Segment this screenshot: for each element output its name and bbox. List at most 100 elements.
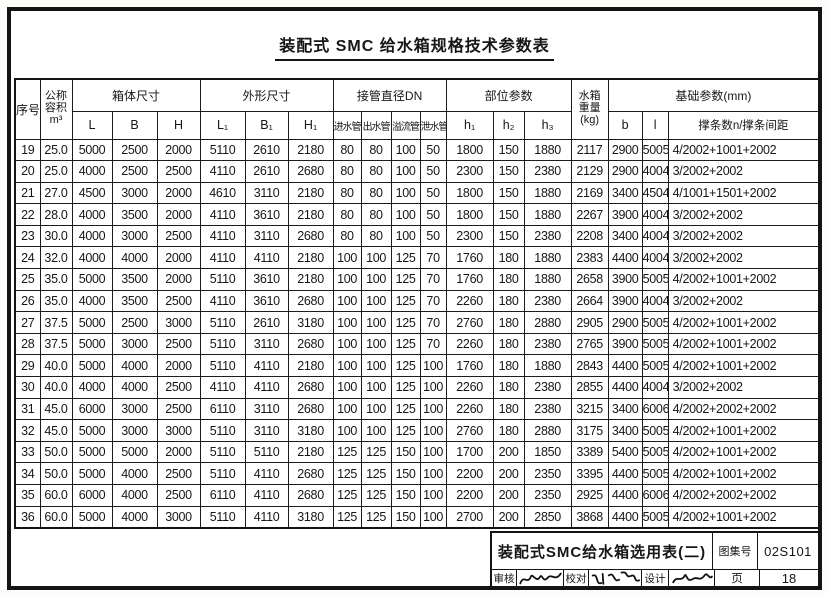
table-cell: 100 — [390, 138, 421, 162]
table-cell: 4/2002+1001+2002 — [667, 419, 820, 442]
table-cell: 50 — [419, 224, 447, 248]
table-cell: 2117 — [570, 138, 609, 162]
table-cell: 2680 — [287, 160, 334, 183]
header-brace-count: 撑条数n/撑条间距 — [667, 110, 820, 140]
table-cell: 25.0 — [39, 160, 73, 183]
table-cell: 1850 — [523, 440, 572, 464]
designer-label: 设计 — [642, 570, 669, 586]
table-cell: 3000 — [111, 332, 158, 356]
table-cell: 2760 — [445, 311, 494, 334]
table-cell: 100 — [332, 311, 362, 334]
table-cell: 80 — [332, 203, 362, 226]
table-cell: 37.5 — [39, 332, 73, 356]
table-cell: 2500 — [111, 311, 158, 334]
table-cell: 6000 — [71, 484, 113, 507]
table-cell: 5110 — [199, 138, 246, 162]
title-block-name: 装配式SMC给水箱选用表(二) — [492, 533, 713, 569]
table-cell: 26 — [14, 289, 41, 313]
table-cell: 3000 — [111, 397, 158, 421]
proofreader-signature — [589, 570, 642, 586]
table-cell: 2765 — [570, 332, 609, 356]
table-cell: 3000 — [156, 419, 201, 442]
table-cell: 3/2002+2002 — [667, 160, 820, 183]
table-cell: 4110 — [244, 246, 289, 270]
table-cell: 125 — [390, 289, 421, 313]
table-row: 30 40.0 4000 4000 2500 4110 4110 2680 100 100 125 1… — [14, 376, 820, 399]
table-cell: 35.0 — [39, 289, 73, 313]
table-cell: 150 — [492, 224, 525, 248]
table-row: 35 60.0 6000 4000 2500 6110 4110 2680 125 125 150 1… — [14, 484, 820, 507]
table-cell: 24 — [14, 246, 41, 270]
table-cell: 3900 — [607, 203, 643, 226]
table-cell: 2900 — [607, 138, 643, 162]
table-cell: 3110 — [244, 181, 289, 205]
table-cell: 1760 — [445, 246, 494, 270]
table-cell: 2880 — [523, 419, 572, 442]
table-cell: 125 — [390, 246, 421, 270]
table-cell: 5005 — [641, 505, 669, 529]
table-cell: 3868 — [570, 505, 609, 529]
table-cell: 3900 — [607, 289, 643, 313]
table-cell: 4000 — [71, 289, 113, 313]
table-cell: 3500 — [111, 203, 158, 226]
table-cell: 180 — [492, 354, 525, 378]
table-cell: 4004 — [641, 246, 669, 270]
table-cell: 21 — [14, 181, 41, 205]
table-cell: 100 — [360, 354, 392, 378]
reviewer-signature — [517, 570, 564, 586]
table-cell: 3180 — [287, 505, 334, 529]
table-cell: 6006 — [641, 484, 669, 507]
table-cell: 3215 — [570, 397, 609, 421]
table-cell: 150 — [492, 138, 525, 162]
table-cell: 100 — [390, 224, 421, 248]
table-cell: 100 — [332, 354, 362, 378]
table-cell: 6110 — [199, 397, 246, 421]
table-cell: 2200 — [445, 484, 494, 507]
table-cell: 4110 — [244, 354, 289, 378]
page-title-text: 装配式 SMC 给水箱规格技术参数表 — [275, 32, 554, 61]
table-cell: 125 — [390, 397, 421, 421]
table-cell: 125 — [332, 484, 362, 507]
table-cell: 19 — [14, 138, 41, 162]
table-cell: 3110 — [244, 332, 289, 356]
table-cell: 4004 — [641, 376, 669, 399]
table-cell: 80 — [332, 160, 362, 183]
table-cell: 2905 — [570, 311, 609, 334]
header-inlet-pipe: 进水管 — [332, 110, 362, 140]
table-cell: 100 — [360, 246, 392, 270]
table-cell: 5000 — [71, 311, 113, 334]
table-cell: 20 — [14, 160, 41, 183]
table-cell: 4/2002+2002+2002 — [667, 484, 820, 507]
table-cell: 28.0 — [39, 203, 73, 226]
table-cell: 5000 — [71, 419, 113, 442]
table-cell: 33 — [14, 440, 41, 464]
table-cell: 31 — [14, 397, 41, 421]
table-row: 29 40.0 5000 4000 2000 5110 4110 2180 100 100 125 1… — [14, 354, 820, 378]
table-cell: 4500 — [71, 181, 113, 205]
table-cell: 125 — [360, 484, 392, 507]
table-cell: 2855 — [570, 376, 609, 399]
table-cell: 3000 — [156, 505, 201, 529]
table-cell: 1800 — [445, 181, 494, 205]
table-cell: 2350 — [523, 484, 572, 507]
table-cell: 2500 — [156, 462, 201, 485]
proofreader-signature-icon — [591, 571, 641, 585]
table-cell: 100 — [419, 462, 447, 485]
table-cell: 80 — [332, 181, 362, 205]
table-cell: 2500 — [156, 484, 201, 507]
header-group-outer-size: 外形尺寸 — [199, 78, 334, 112]
table-row: 19 25.0 5000 2500 2000 5110 2610 2180 80 80 100 50 1… — [14, 138, 820, 162]
table-cell: 2500 — [156, 224, 201, 248]
table-cell: 4400 — [607, 354, 643, 378]
title-block: 装配式SMC给水箱选用表(二) 图集号 02S101 审核 校对 设计 页 18 — [490, 531, 818, 586]
table-cell: 2000 — [156, 354, 201, 378]
table-cell: 125 — [390, 332, 421, 356]
table-cell: 5110 — [199, 462, 246, 485]
header-H1: H₁ — [287, 110, 334, 140]
table-cell: 50.0 — [39, 440, 73, 464]
table-cell: 4110 — [199, 160, 246, 183]
table-cell: 2500 — [111, 138, 158, 162]
table-cell: 100 — [390, 203, 421, 226]
table-cell: 100 — [332, 397, 362, 421]
table-cell: 3/2002+2002 — [667, 289, 820, 313]
